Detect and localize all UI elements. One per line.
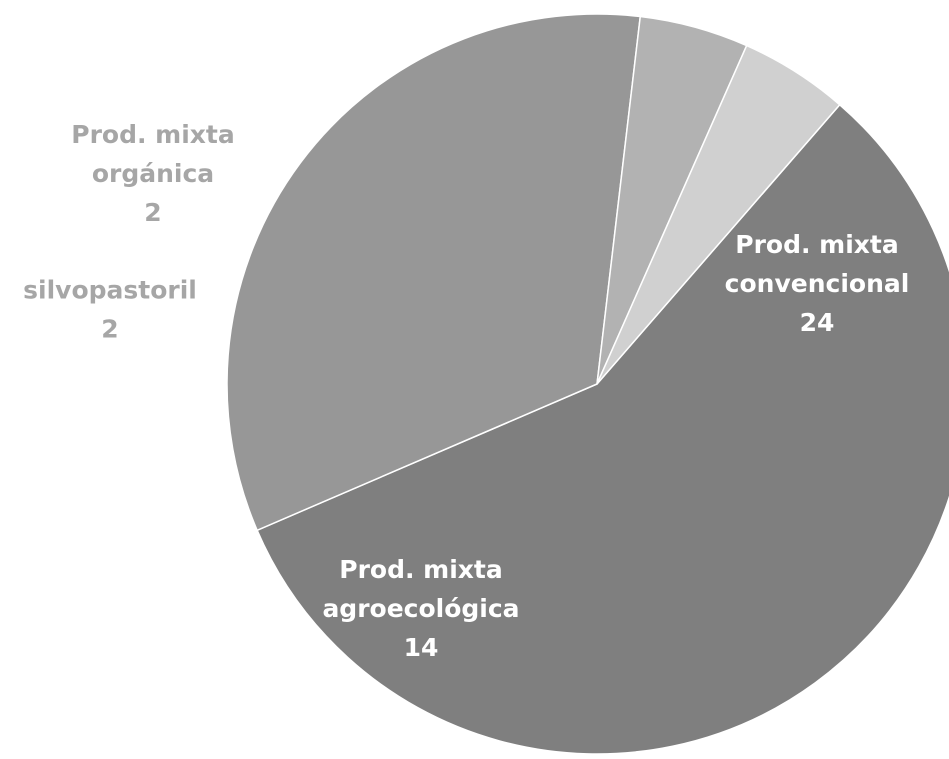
pie-label-1: Prod. mixta agroecológica 14 xyxy=(322,555,519,662)
pie-slices xyxy=(226,13,949,755)
pie-labels: Prod. mixta convencional 24 Prod. mixta agro… xyxy=(23,120,909,662)
pie-category-label: Prod. mixta xyxy=(71,120,235,149)
pie-category-label: agroecológica xyxy=(322,594,519,623)
pie-value-label: 2 xyxy=(144,198,161,227)
pie-slice-3 xyxy=(596,44,841,385)
pie-slice-1 xyxy=(226,13,642,532)
pie-label-2: silvopastoril 2 xyxy=(23,276,197,344)
pie-category-label: Prod. mixta xyxy=(735,230,899,259)
pie-category-label: silvopastoril xyxy=(23,276,197,305)
pie-label-3: Prod. mixta orgánica 2 xyxy=(71,120,235,227)
pie-value-label: 14 xyxy=(404,633,439,662)
pie-category-label: convencional xyxy=(725,269,910,298)
pie-value-label: 24 xyxy=(800,308,835,337)
pie-category-label: orgánica xyxy=(92,159,214,188)
pie-value-label: 2 xyxy=(101,315,118,344)
pie-category-label: Prod. mixta xyxy=(339,555,503,584)
pie-label-0: Prod. mixta convencional 24 xyxy=(725,230,910,337)
